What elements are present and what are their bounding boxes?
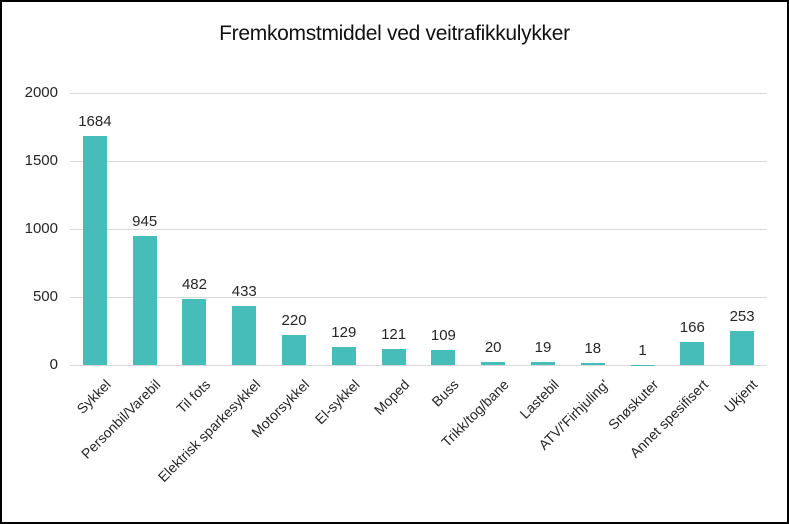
bar-8 — [481, 362, 506, 365]
x-category-label: Moped — [370, 376, 413, 418]
x-category-label: Til fots — [172, 376, 214, 417]
x-axis: Sykkel Personbil/Varebil Til fots Elektrisk… — [70, 365, 767, 515]
bar-6 — [381, 348, 406, 365]
x-category-label: El-sykkel — [311, 376, 363, 428]
y-axis: 0 500 1000 1500 2000 — [2, 85, 58, 372]
bar-13 — [730, 330, 755, 365]
gridline — [70, 92, 767, 94]
x-category-label: Ukjent — [721, 376, 761, 416]
bar-value-label: 121 — [381, 325, 407, 343]
bar-value-label: 1 — [638, 341, 647, 359]
bar-value-label: 20 — [484, 339, 502, 357]
bar-value-label: 220 — [281, 312, 307, 330]
gridline — [70, 160, 767, 162]
bar-value-label: 18 — [584, 339, 602, 357]
chart-title: Fremkomstmiddel ved veitrafikkulykker — [219, 22, 570, 45]
x-category-label: Lastebil — [516, 376, 562, 422]
x-category-label: Elektrisk sparkesykkel — [154, 376, 263, 485]
bar-value-label: 129 — [331, 324, 357, 342]
y-tick-label: 500 — [32, 288, 58, 305]
x-category-label: Sykkel — [73, 376, 114, 417]
y-tick-label: 1500 — [24, 152, 58, 169]
y-tick-label: 2000 — [24, 84, 58, 101]
bar-0 — [82, 135, 107, 365]
gridline — [70, 228, 767, 230]
bar-9 — [530, 362, 555, 365]
bar-4 — [282, 335, 307, 365]
bar-2 — [182, 299, 207, 365]
bar-value-label: 166 — [679, 319, 705, 337]
bar-value-label: 433 — [231, 283, 257, 301]
bar-1 — [132, 236, 157, 365]
gridline — [70, 364, 767, 366]
y-tick-label: 1000 — [24, 220, 58, 237]
bar-7 — [431, 350, 456, 365]
y-tick-label: 0 — [49, 356, 58, 373]
bar-value-label: 109 — [430, 327, 456, 345]
bar-value-label: 482 — [181, 276, 207, 294]
bar-3 — [232, 306, 257, 365]
bar-12 — [680, 342, 705, 365]
bar-value-label: 19 — [534, 339, 552, 357]
bar-value-label: 945 — [132, 213, 158, 231]
plot-area: 1684 945 482 433 220 129 121 109 20 19 18 1 166 253 — [70, 92, 767, 366]
bar-5 — [331, 347, 356, 365]
x-category-label: Buss — [428, 376, 462, 410]
bar-10 — [580, 362, 605, 365]
bar-value-label: 1684 — [78, 112, 112, 130]
bar-value-label: 253 — [729, 307, 755, 325]
gridline — [70, 296, 767, 298]
